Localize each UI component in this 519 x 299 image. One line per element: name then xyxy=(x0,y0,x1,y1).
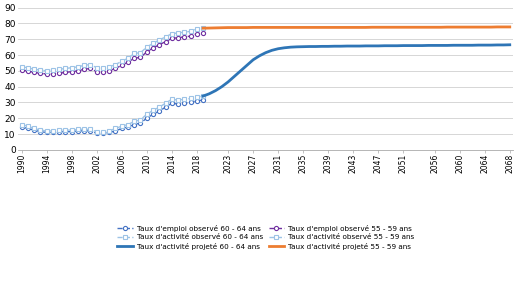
Legend: Taux d'emploi observé 60 - 64 ans, Taux d'activité observé 60 - 64 ans, Taux d'a: Taux d'emploi observé 60 - 64 ans, Taux … xyxy=(114,222,417,253)
